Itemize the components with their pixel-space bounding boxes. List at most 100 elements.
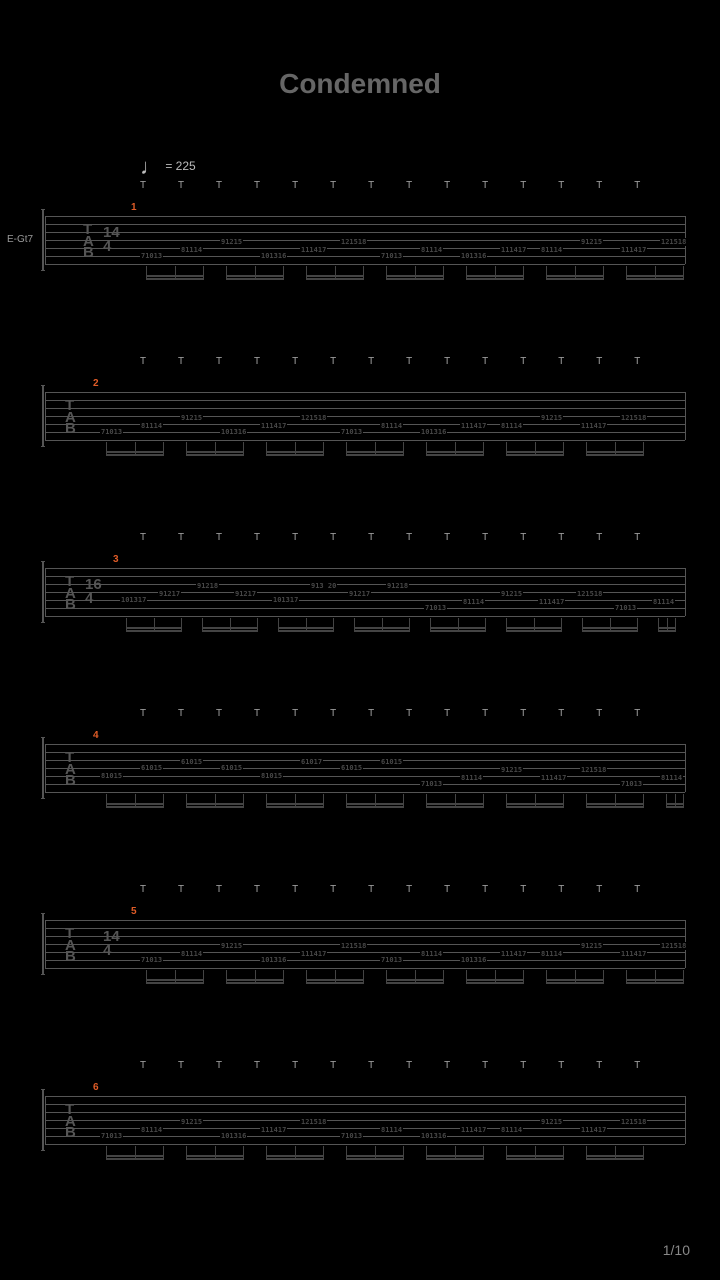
beam-group <box>226 266 284 280</box>
beam-group <box>586 1146 644 1160</box>
beam-group <box>346 442 404 456</box>
tab-system-5: TTTTTTTTTTTTTT5TAB1447101381114912151013… <box>45 920 685 968</box>
measure-number: 2 <box>93 378 99 389</box>
fret-cluster: 101316 <box>460 956 487 964</box>
fret-cluster: 81114 <box>462 598 485 606</box>
fret-cluster: 71013 <box>420 780 443 788</box>
beam-group <box>354 618 410 632</box>
tab-clef: TAB <box>65 576 76 611</box>
fret-cluster: 111417 <box>460 1126 487 1134</box>
fret-cluster: 101316 <box>260 956 287 964</box>
time-signature: 144 <box>103 226 120 253</box>
measure-number: 3 <box>113 554 119 565</box>
fret-cluster: 91217 <box>158 590 181 598</box>
beam-group <box>426 794 484 808</box>
fret-cluster: 71013 <box>140 956 163 964</box>
beam-group <box>386 970 444 984</box>
beam-group <box>626 970 684 984</box>
tab-system-6: TTTTTTTTTTTTTT6TAB7101381114912151013161… <box>45 1096 685 1144</box>
beam-group <box>466 970 524 984</box>
instrument-label: E-Gt7 <box>7 234 33 245</box>
fret-cluster: 81114 <box>420 950 443 958</box>
fret-cluster: 61015 <box>140 764 163 772</box>
beam-group <box>506 618 562 632</box>
beam-group <box>586 794 644 808</box>
tab-staff: E-Gt71TAB1447101381114912151013161114171… <box>45 216 685 264</box>
tab-clef: TAB <box>65 400 76 435</box>
fret-cluster: 913 20 <box>310 582 337 590</box>
fret-cluster: 121518 <box>340 942 367 950</box>
tab-staff: 6TAB710138111491215101316111417121518710… <box>45 1096 685 1144</box>
beam-group <box>386 266 444 280</box>
fret-cluster: 121518 <box>620 414 647 422</box>
fret-cluster: 101317 <box>120 596 147 604</box>
fret-cluster: 111417 <box>538 598 565 606</box>
beam-group <box>126 618 182 632</box>
beam-group <box>266 794 324 808</box>
fret-cluster: 61015 <box>180 758 203 766</box>
measure-number: 6 <box>93 1082 99 1093</box>
fret-cluster: 71013 <box>340 1132 363 1140</box>
fret-cluster: 111417 <box>580 1126 607 1134</box>
beam-group <box>586 442 644 456</box>
fret-cluster: 81114 <box>660 774 683 782</box>
fret-cluster: 121518 <box>300 414 327 422</box>
fret-cluster: 111417 <box>260 422 287 430</box>
fret-cluster: 71013 <box>614 604 637 612</box>
picking-indicator-row: TTTTTTTTTTTTTT <box>140 180 672 191</box>
fret-cluster: 121518 <box>660 942 687 950</box>
fret-cluster: 121518 <box>620 1118 647 1126</box>
fret-cluster: 121518 <box>340 238 367 246</box>
fret-cluster: 91215 <box>500 766 523 774</box>
fret-cluster: 71013 <box>380 956 403 964</box>
fret-cluster: 111417 <box>620 950 647 958</box>
beam-group <box>666 794 684 808</box>
tab-clef: TAB <box>83 224 94 259</box>
time-signature: 144 <box>103 930 120 957</box>
fret-cluster: 91215 <box>180 414 203 422</box>
beam-group <box>106 442 164 456</box>
fret-cluster: 101316 <box>220 428 247 436</box>
fret-cluster: 81114 <box>380 1126 403 1134</box>
tab-clef: TAB <box>65 1104 76 1139</box>
fret-cluster: 101316 <box>220 1132 247 1140</box>
tab-system-3: TTTTTTTTTTTTTT3TAB1641013179121791218912… <box>45 568 685 616</box>
fret-cluster: 71013 <box>620 780 643 788</box>
measure-number: 4 <box>93 730 99 741</box>
beam-group <box>430 618 486 632</box>
tab-staff: 2TAB710138111491215101316111417121518710… <box>45 392 685 440</box>
fret-cluster: 91215 <box>540 1118 563 1126</box>
fret-cluster: 81114 <box>460 774 483 782</box>
fret-cluster: 71013 <box>140 252 163 260</box>
fret-cluster: 91217 <box>234 590 257 598</box>
beam-group <box>426 442 484 456</box>
beam-group <box>546 970 604 984</box>
fret-cluster: 81015 <box>260 772 283 780</box>
fret-cluster: 111417 <box>300 950 327 958</box>
picking-indicator-row: TTTTTTTTTTTTTT <box>140 356 672 367</box>
beam-group <box>278 618 334 632</box>
fret-cluster: 91215 <box>220 942 243 950</box>
page-number: 1/10 <box>663 1242 690 1258</box>
fret-cluster: 81114 <box>380 422 403 430</box>
beam-group <box>466 266 524 280</box>
beam-group <box>146 970 204 984</box>
fret-cluster: 71013 <box>340 428 363 436</box>
fret-cluster: 81114 <box>140 1126 163 1134</box>
fret-cluster: 91215 <box>180 1118 203 1126</box>
fret-cluster: 111417 <box>500 246 527 254</box>
tab-clef: TAB <box>65 752 76 787</box>
beam-group <box>582 618 638 632</box>
measure-number: 5 <box>131 906 137 917</box>
tab-system-1: TTTTTTTTTTTTTT♩ = 225E-Gt71TAB1447101381… <box>45 216 685 264</box>
page-title: Condemned <box>0 68 720 100</box>
fret-cluster: 91218 <box>196 582 219 590</box>
tab-system-2: TTTTTTTTTTTTTT2TAB7101381114912151013161… <box>45 392 685 440</box>
fret-cluster: 81114 <box>140 422 163 430</box>
fret-cluster: 111417 <box>500 950 527 958</box>
fret-cluster: 101316 <box>420 1132 447 1140</box>
beam-group <box>546 266 604 280</box>
beam-group <box>506 1146 564 1160</box>
fret-cluster: 111417 <box>460 422 487 430</box>
beam-group <box>186 1146 244 1160</box>
